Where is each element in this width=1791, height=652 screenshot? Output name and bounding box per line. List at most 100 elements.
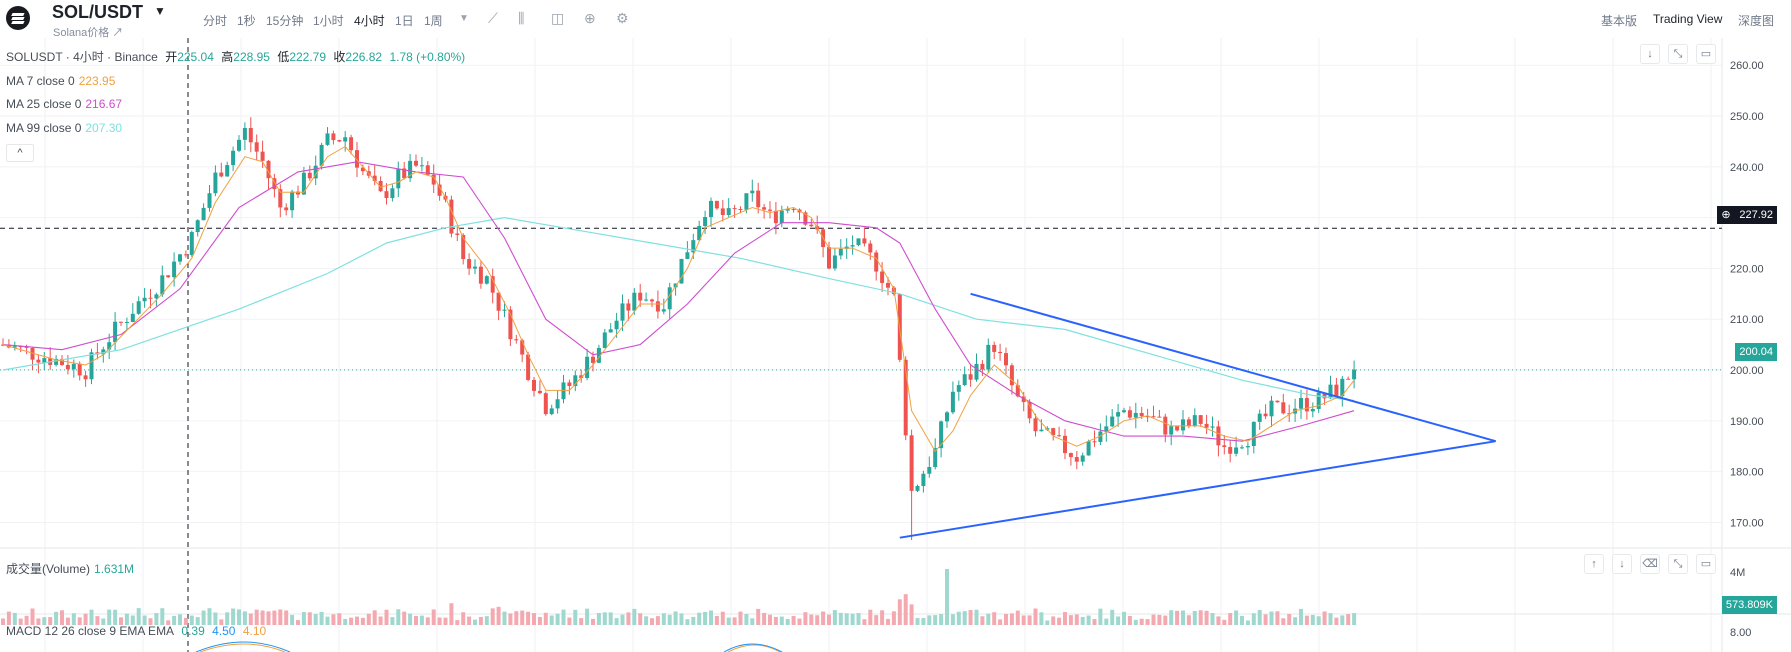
volume-bar [785, 618, 790, 625]
volume-bar [1175, 610, 1180, 625]
interval-time[interactable]: 分时 [203, 14, 228, 28]
add-alert-icon[interactable]: ⊕ [1721, 209, 1731, 221]
interval-1w[interactable]: 1周 [424, 14, 443, 28]
candle-body [992, 344, 997, 352]
interval-1s[interactable]: 1秒 [237, 14, 256, 28]
candle-body [12, 346, 17, 348]
volume-bar [42, 617, 47, 625]
candle-body [502, 309, 507, 311]
candle-body [1116, 412, 1121, 417]
collapse-pane-icon[interactable]: ⤡ [1668, 44, 1688, 64]
collapse-legend-button[interactable]: ^ [6, 144, 34, 162]
maximize-pane-icon[interactable]: ▭ [1696, 44, 1716, 64]
candle-body [927, 467, 932, 474]
candle-body [425, 165, 430, 175]
symbol-subname[interactable]: Solana价格 ↗ [53, 27, 124, 39]
volume-bar [1163, 615, 1168, 625]
candle-body [1310, 408, 1315, 412]
candle-body [1322, 392, 1327, 399]
volume-bar [1304, 615, 1309, 625]
candle-body [1145, 416, 1150, 418]
candle-body [567, 382, 572, 386]
candle-body [490, 276, 495, 293]
chart-type-icon[interactable]: ⫼ [518, 10, 525, 26]
volume-bar [130, 615, 135, 625]
volume-bar [821, 611, 826, 625]
candle-body [24, 346, 29, 348]
camera-icon[interactable]: ◫ [551, 10, 565, 26]
candle-body [791, 209, 796, 211]
interval-4h[interactable]: 4小时 [354, 14, 385, 28]
last-price-tag: 200.04 [1735, 343, 1777, 361]
candle-body [744, 193, 749, 210]
volume-bar [1045, 620, 1050, 625]
candle-body [307, 172, 312, 179]
ma25-value: 216.67 [85, 97, 123, 111]
ma7-label: MA 7 close 0 [6, 74, 75, 88]
volume-bar [1145, 619, 1150, 625]
volume-bar [809, 614, 814, 625]
delete-pane-icon[interactable]: ⌫ [1640, 554, 1660, 574]
candle-body [83, 375, 88, 380]
volume-bar [284, 610, 289, 625]
candle-body [632, 292, 637, 311]
low-label: 低 [277, 50, 290, 64]
y-tick-label: 240.00 [1730, 162, 1764, 174]
y-tick-label: 220.00 [1730, 263, 1764, 275]
more-intervals-icon[interactable]: ▼ [459, 13, 469, 24]
volume-bar [1204, 610, 1209, 625]
volume-bar [54, 611, 59, 625]
volume-bar [107, 609, 112, 625]
volume-bar [655, 616, 660, 625]
move-up-icon[interactable]: ↑ [1584, 554, 1604, 574]
interval-1d[interactable]: 1日 [395, 14, 414, 28]
interval-15m[interactable]: 15分钟 [266, 14, 304, 28]
chart-area[interactable]: 260.00250.00240.00230.00220.00210.00200.… [0, 38, 1791, 652]
symbol-title[interactable]: SOL/USDT [52, 2, 144, 22]
view-tradingview[interactable]: Trading View [1653, 12, 1723, 26]
volume-bar [762, 612, 767, 625]
candle-body [136, 301, 141, 314]
candle-body [1192, 415, 1197, 426]
price-chart[interactable]: 260.00250.00240.00230.00220.00210.00200.… [0, 38, 1791, 652]
volume-bar [65, 617, 70, 625]
volume-bar [231, 608, 236, 625]
candle-body [703, 217, 708, 227]
indicator-icon[interactable]: ⟋ [488, 10, 498, 26]
maximize-pane-icon[interactable]: ▭ [1696, 554, 1716, 574]
interval-1h[interactable]: 1小时 [313, 14, 344, 28]
volume-bar [296, 620, 300, 625]
volume-bar [113, 609, 118, 625]
volume-bar [360, 617, 365, 625]
candle-body [248, 127, 253, 143]
add-icon[interactable]: ⊕ [584, 10, 596, 26]
volume-bar [1310, 614, 1315, 625]
candle-body [803, 212, 808, 225]
volume-bar [449, 603, 454, 625]
volume-bar [502, 611, 507, 625]
move-down-icon[interactable]: ↓ [1612, 554, 1632, 574]
view-basic[interactable]: 基本版 [1601, 14, 1638, 28]
candle-body [331, 133, 336, 141]
candle-body [207, 193, 212, 208]
volume-bar [172, 615, 177, 625]
caret-down-icon[interactable]: ▼ [154, 4, 166, 18]
view-depth[interactable]: 深度图 [1738, 14, 1775, 28]
settings-icon[interactable]: ⚙ [616, 10, 629, 26]
collapse-pane-icon[interactable]: ⤡ [1668, 554, 1688, 574]
volume-bar [1039, 612, 1044, 625]
top-toolbar: SOL/USDT ▼ Solana价格 ↗ 分时 1秒 15分钟 1小时 4小时… [0, 0, 1791, 39]
volume-bar [408, 613, 413, 625]
volume-bar [419, 615, 424, 625]
volume-bar [266, 611, 271, 625]
candle-body [1299, 398, 1303, 409]
volume-bar [60, 610, 64, 625]
move-down-icon[interactable]: ↓ [1640, 44, 1660, 64]
volume-bar [307, 612, 312, 625]
volume-bar [183, 617, 188, 625]
volume-bar [1222, 619, 1227, 625]
volume-bar [1169, 610, 1174, 625]
volume-bar [1181, 610, 1185, 625]
candle-body [213, 172, 218, 194]
candle-body [1328, 384, 1333, 399]
